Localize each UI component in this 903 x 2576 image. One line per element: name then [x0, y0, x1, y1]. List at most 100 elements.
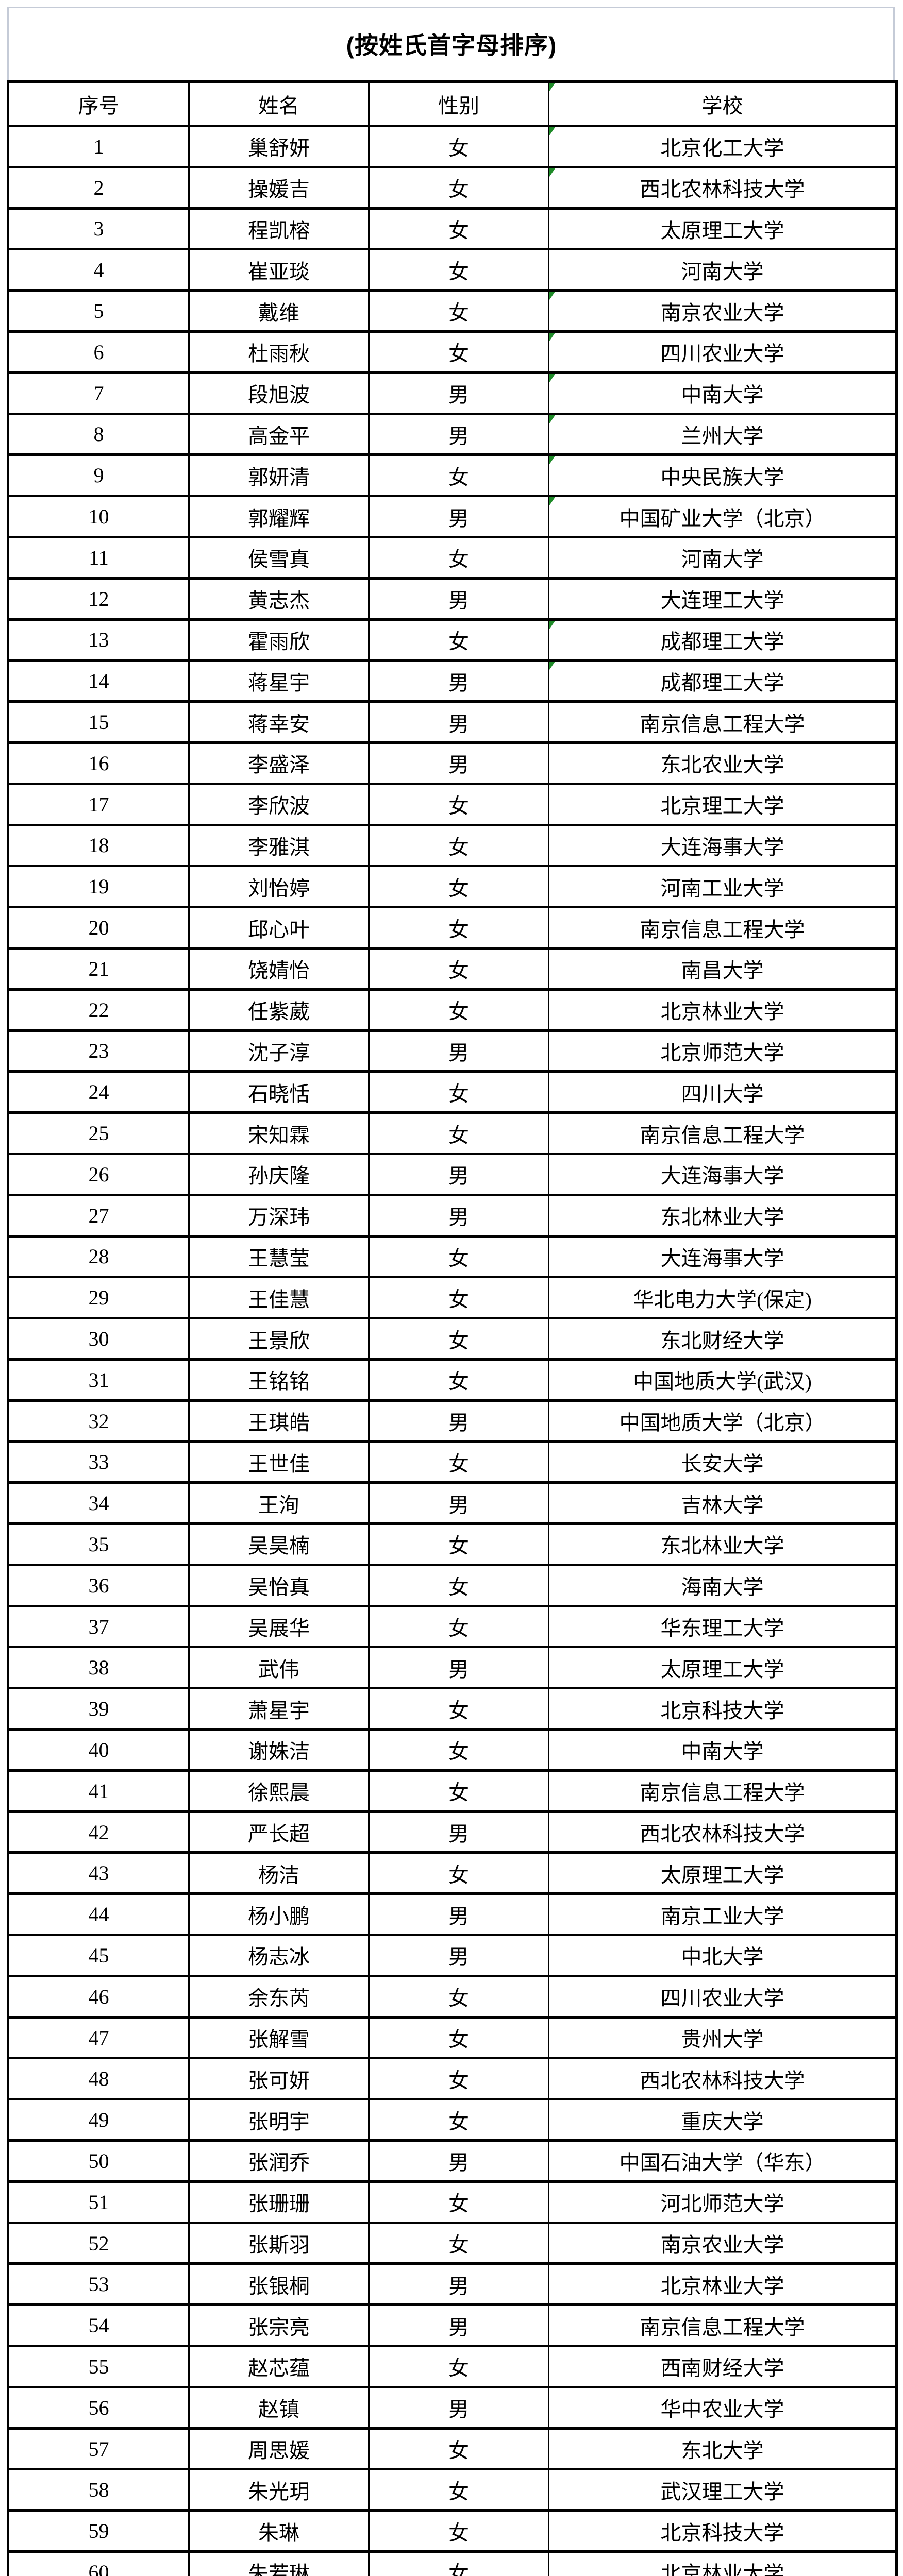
table-row: 38 武伟男太原理工大学	[7, 1646, 897, 1690]
row-number-cell: 37	[7, 1604, 190, 1649]
row-number-cell: 6	[7, 330, 190, 374]
name-cell: 李欣波	[188, 782, 370, 826]
name-cell: 王铭铭	[188, 1358, 370, 1402]
table-row: 59 朱琳女北京科技大学	[7, 2509, 897, 2553]
gender-cell: 女	[368, 823, 549, 868]
school-cell: 东北林业大学	[548, 1522, 897, 1566]
school-cell: 中国地质大学(武汉)	[548, 1358, 897, 1402]
school-cell: 中南大学	[548, 1728, 897, 1772]
school-cell: 吉林大学	[548, 1481, 897, 1526]
gender-cell: 男	[368, 659, 549, 703]
row-number-cell: 29	[7, 1276, 190, 1320]
cell-corner-marker-icon	[550, 498, 555, 506]
table-row: 28 王慧莹女大连海事大学	[7, 1234, 897, 1279]
cell-corner-marker-icon	[550, 84, 555, 91]
school-cell: 南京信息工程大学	[548, 1111, 897, 1155]
row-number-cell: 26	[7, 1152, 190, 1196]
gender-cell: 女	[368, 1728, 549, 1772]
school-cell: 南昌大学	[548, 946, 897, 991]
gender-cell: 女	[368, 1563, 549, 1607]
cell-corner-marker-icon	[550, 622, 555, 629]
row-number-cell: 51	[7, 2180, 190, 2224]
table-row: 6 杜雨秋女四川农业大学	[7, 330, 897, 374]
table-row: 54 张宗亮男南京信息工程大学	[7, 2303, 897, 2348]
name-cell: 霍雨欣	[188, 618, 370, 662]
gender-cell: 男	[368, 1481, 549, 1526]
table-row: 57 周思媛女东北大学	[7, 2427, 897, 2471]
row-number-cell: 39	[7, 1687, 190, 1731]
school-cell: 东北财经大学	[548, 1317, 897, 1361]
name-cell: 王佳慧	[188, 1276, 370, 1320]
row-number-cell: 34	[7, 1481, 190, 1526]
name-cell: 刘怡婷	[188, 865, 370, 909]
cell-corner-marker-icon	[550, 663, 555, 670]
gender-cell: 女	[368, 453, 549, 498]
gender-cell: 女	[368, 906, 549, 950]
table-header: 序号 姓名 性别 学校	[7, 80, 897, 127]
school-cell: 华中农业大学	[548, 2385, 897, 2430]
row-number-cell: 36	[7, 1563, 190, 1607]
name-cell: 张宗亮	[188, 2303, 370, 2348]
row-number-cell: 44	[7, 1892, 190, 1937]
school-cell: 成都理工大学	[548, 618, 897, 662]
table-row: 17 李欣波女北京理工大学	[7, 782, 897, 826]
name-cell: 石晓恬	[188, 1070, 370, 1114]
table-row: 51 张珊珊女河北师范大学	[7, 2180, 897, 2224]
gender-cell: 女	[368, 289, 549, 333]
name-cell: 饶婧怡	[188, 946, 370, 991]
name-cell: 吴昊楠	[188, 1522, 370, 1566]
name-cell: 沈子淳	[188, 1029, 370, 1073]
school-cell: 南京信息工程大学	[548, 2303, 897, 2348]
school-cell: 大连海事大学	[548, 1152, 897, 1196]
gender-cell: 女	[368, 1358, 549, 1402]
row-number-cell: 40	[7, 1728, 190, 1772]
school-cell: 大连海事大学	[548, 1234, 897, 1279]
school-cell: 中国石油大学（华东）	[548, 2139, 897, 2183]
school-cell: 四川大学	[548, 1070, 897, 1114]
table-row: 24 石晓恬女四川大学	[7, 1070, 897, 1114]
school-cell: 北京科技大学	[548, 2509, 897, 2553]
name-cell: 吴展华	[188, 1604, 370, 1649]
row-number-cell: 31	[7, 1358, 190, 1402]
table-row: 8 高金平男兰州大学	[7, 412, 897, 456]
gender-cell: 女	[368, 1317, 549, 1361]
school-cell: 中国地质大学（北京）	[548, 1399, 897, 1443]
gender-cell: 女	[368, 1070, 549, 1114]
header-school-label: 学校	[701, 94, 743, 117]
row-number-cell: 10	[7, 495, 190, 538]
name-cell: 王慧莹	[188, 1234, 370, 1279]
gender-cell: 男	[368, 741, 549, 785]
row-number-cell: 18	[7, 823, 190, 868]
table-row: 39 萧星宇女北京科技大学	[7, 1687, 897, 1731]
gender-cell: 男	[368, 2303, 549, 2348]
table-row: 13 霍雨欣女成都理工大学	[7, 618, 897, 662]
school-cell: 北京化工大学	[548, 125, 897, 168]
gender-cell: 女	[368, 782, 549, 826]
name-cell: 高金平	[188, 412, 370, 456]
table-row: 33 王世佳女长安大学	[7, 1440, 897, 1484]
name-cell: 李雅淇	[188, 823, 370, 868]
school-cell: 北京林业大学	[548, 2550, 897, 2576]
school-cell: 河南大学	[548, 535, 897, 580]
name-cell: 孙庆隆	[188, 1152, 370, 1196]
gender-cell: 男	[368, 1193, 549, 1238]
row-number-cell: 47	[7, 2015, 190, 2060]
name-cell: 王景欣	[188, 1317, 370, 1361]
row-number-cell: 43	[7, 1851, 190, 1895]
name-cell: 李盛泽	[188, 741, 370, 785]
school-cell: 河南工业大学	[548, 865, 897, 909]
name-cell: 段旭波	[188, 371, 370, 415]
school-cell: 兰州大学	[548, 412, 897, 456]
row-number-cell: 50	[7, 2139, 190, 2183]
table-row: 58 朱光玥女武汉理工大学	[7, 2468, 897, 2512]
school-cell: 东北林业大学	[548, 1193, 897, 1238]
table-row: 50 张润乔男中国石油大学（华东）	[7, 2139, 897, 2183]
name-cell: 赵芯蕴	[188, 2345, 370, 2388]
table-row: 41 徐熙晨女南京信息工程大学	[7, 1769, 897, 1813]
row-number-cell: 45	[7, 1934, 190, 1977]
table-body: 1 巢舒妍女北京化工大学 2 操媛吉女西北农林科技大学 3 程凯榕女太原理工大学 4 崔亚琰女…	[7, 125, 897, 2576]
cell-corner-marker-icon	[550, 293, 555, 300]
table-row: 16 李盛泽男东北农业大学	[7, 741, 897, 785]
gender-cell: 男	[368, 1934, 549, 1977]
gender-cell: 男	[368, 1892, 549, 1937]
